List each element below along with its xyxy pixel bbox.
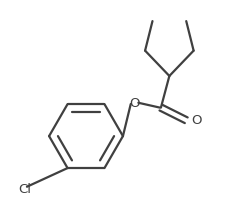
Text: O: O [129,97,140,110]
Text: O: O [191,114,202,127]
Text: Cl: Cl [19,183,32,196]
